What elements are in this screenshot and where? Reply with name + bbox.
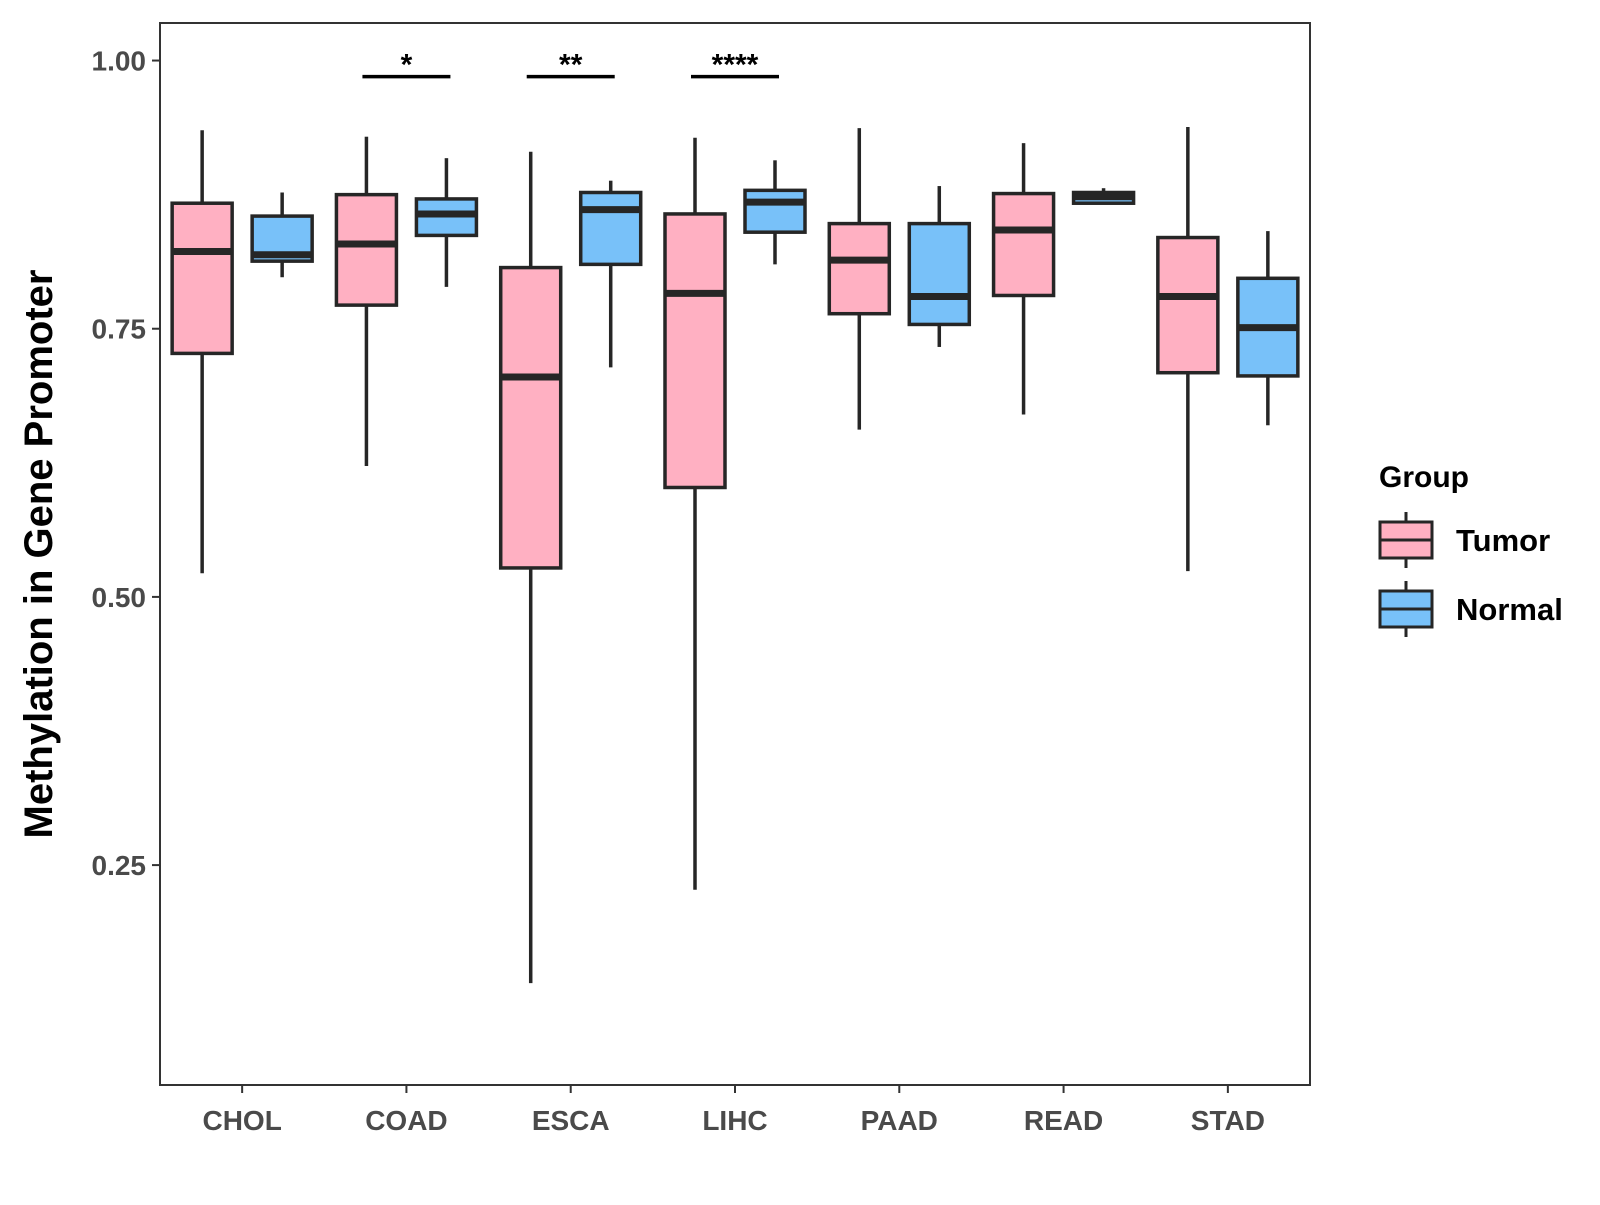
x-axis: CHOL COAD ESCA LIHC PAAD READ STAD <box>202 1085 1265 1136</box>
box-normal-paad <box>907 186 972 347</box>
y-tick-label: 0.75 <box>92 314 147 345</box>
box-iqr <box>743 188 807 234</box>
box-normal-lihc <box>743 160 807 265</box>
significance-label: **** <box>712 49 759 82</box>
box-series <box>170 127 1300 984</box>
box-normal-coad <box>414 158 479 287</box>
plot-panel <box>159 22 1311 1086</box>
box-tumor-esca <box>498 151 563 984</box>
legend-title: Group <box>1379 461 1469 494</box>
y-tick-label: 1.00 <box>92 46 147 77</box>
box-tumor-read <box>991 143 1056 415</box>
box-iqr <box>334 192 399 307</box>
legend-item-normal: Normal <box>1378 581 1563 637</box>
y-axis: 0.25 0.50 0.75 1.00 <box>92 46 160 881</box>
box-iqr <box>498 265 563 570</box>
box-iqr <box>907 221 972 327</box>
box-tumor-lihc <box>663 137 727 890</box>
box-tumor-paad <box>827 128 892 430</box>
legend-label: Tumor <box>1456 523 1550 558</box>
x-tick-label-paad: PAAD <box>861 1105 938 1136</box>
y-tick-label: 0.50 <box>92 582 147 613</box>
legend: Group Tumor Normal <box>1378 461 1563 637</box>
significance-label: * <box>401 49 413 82</box>
x-tick-label-esca: ESCA <box>532 1105 610 1136</box>
box-iqr <box>1156 235 1220 375</box>
x-tick-label-stad: STAD <box>1191 1105 1265 1136</box>
box-iqr <box>578 190 643 267</box>
box-tumor-stad <box>1156 127 1220 572</box>
legend-label: Normal <box>1456 592 1563 627</box>
y-tick-label: 0.25 <box>92 850 147 881</box>
box-iqr <box>827 221 892 316</box>
x-tick-label-chol: CHOL <box>202 1105 281 1136</box>
box-iqr <box>991 191 1056 298</box>
box-iqr <box>170 201 234 356</box>
x-tick-label-coad: COAD <box>365 1105 447 1136</box>
legend-items: Tumor Normal <box>1378 512 1563 637</box>
x-tick-label-read: READ <box>1024 1105 1103 1136</box>
significance-label: ** <box>559 49 583 82</box>
box-iqr <box>663 212 727 490</box>
significance-annotations: * ** **** <box>362 49 779 82</box>
box-normal-chol <box>250 192 314 278</box>
box-normal-esca <box>578 180 643 368</box>
box-normal-stad <box>1236 231 1300 426</box>
box-tumor-chol <box>170 130 234 574</box>
box-normal-read <box>1071 188 1136 205</box>
x-tick-label-lihc: LIHC <box>702 1105 767 1136</box>
box-tumor-coad <box>334 136 399 467</box>
legend-item-tumor: Tumor <box>1378 512 1550 568</box>
y-axis-title: Methylation in Gene Promoter <box>17 270 61 839</box>
